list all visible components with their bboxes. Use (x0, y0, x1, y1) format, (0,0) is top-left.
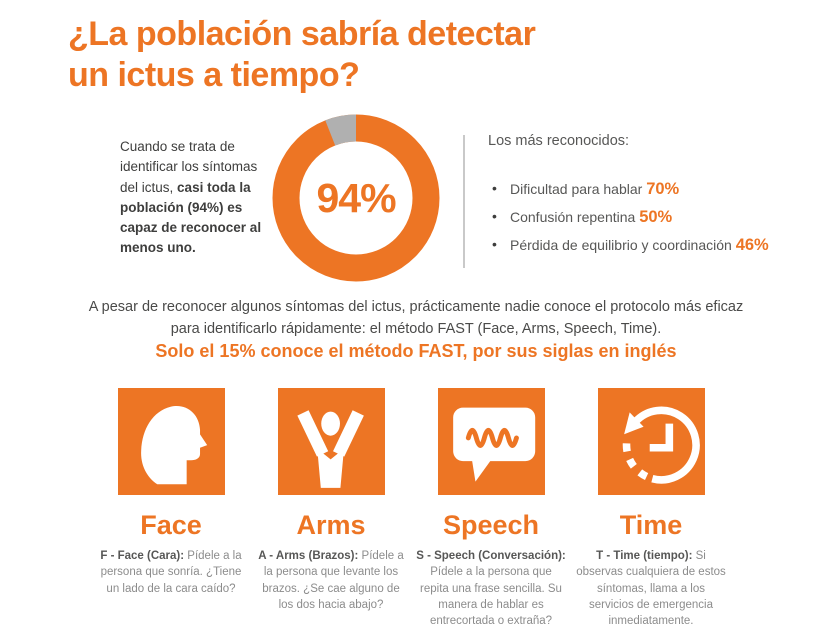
list-item: Confusión repentina 50% (488, 208, 798, 227)
donut-chart-svg (272, 114, 440, 282)
list-item: Dificultad para hablar 70% (488, 180, 798, 199)
fast-highlight: Solo el 15% conoce el método FAST, por s… (155, 341, 677, 361)
vertical-divider (463, 135, 465, 268)
fast-step-arms: Arms A - Arms (Brazos): Pídele a la pers… (256, 388, 406, 630)
step-title: Face (140, 510, 202, 540)
step-description: S - Speech (Conversación): Pídele a la p… (416, 550, 566, 628)
donut-gray-arc (272, 114, 440, 282)
intro-bold: casi toda la población (94%) es capaz de… (120, 179, 262, 256)
step-lead: T - Time (tiempo): (596, 550, 693, 562)
step-description: F - Face (Cara): Pídele a la persona que… (100, 550, 242, 595)
fast-paragraph: A pesar de reconocer algunos síntomas de… (88, 299, 744, 338)
list-item: Pérdida de equilibrio y coordinación 46% (488, 236, 798, 255)
recognized-symptoms-panel: Los más reconocidos: Dificultad para hab… (488, 133, 798, 264)
intro-text: Cuando se trata de identificar los sínto… (120, 137, 276, 259)
title-line-2: un ictus a tiempo? (68, 55, 360, 94)
title-line-1: ¿La población sabría detectar (68, 15, 536, 53)
symptom-value: 46% (735, 236, 769, 254)
step-title: Time (619, 510, 683, 540)
face-icon-tile (117, 388, 225, 495)
recognized-heading: Los más reconocidos: (488, 133, 630, 149)
head-profile-icon (140, 406, 207, 485)
donut-chart: 94% (272, 114, 440, 282)
speech-icon-tile (437, 388, 545, 495)
step-title: Speech (442, 510, 540, 540)
raised-arms-person-icon (296, 410, 364, 488)
symptom-label: Pérdida de equilibrio y coordinación (510, 237, 732, 253)
symptom-label: Confusión repentina (510, 209, 636, 225)
step-title: Arms (296, 510, 366, 540)
clock-history-icon (622, 406, 700, 484)
arms-icon-tile (277, 388, 385, 495)
fast-steps: Face F - Face (Cara): Pídele a la person… (96, 388, 726, 630)
step-description: T - Time (tiempo): Si observas cualquier… (576, 550, 726, 628)
donut-value: 94% (316, 174, 396, 221)
fast-step-face: Face F - Face (Cara): Pídele a la person… (96, 388, 246, 630)
fast-step-speech: Speech S - Speech (Conversación): Pídele… (416, 388, 566, 630)
step-lead: A - Arms (Brazos): (258, 550, 359, 562)
symptom-value: 70% (646, 180, 680, 198)
recognized-list: Dificultad para hablar 70% Confusión rep… (488, 180, 798, 255)
symptom-value: 50% (639, 208, 673, 226)
step-lead: F - Face (Cara): (100, 550, 185, 562)
fast-step-time: Time T - Time (tiempo): Si observas cual… (576, 388, 726, 630)
speech-bubble-icon (452, 407, 535, 482)
step-description: A - Arms (Brazos): Pídele a la persona q… (258, 550, 404, 611)
intro-regular: Cuando se trata de identificar los sínto… (120, 139, 258, 195)
time-icon-tile (597, 388, 705, 495)
page-title: ¿La población sabría detectar un ictus a… (68, 14, 536, 96)
symptom-label: Dificultad para hablar (510, 181, 643, 197)
step-lead: S - Speech (Conversación): (416, 550, 566, 562)
